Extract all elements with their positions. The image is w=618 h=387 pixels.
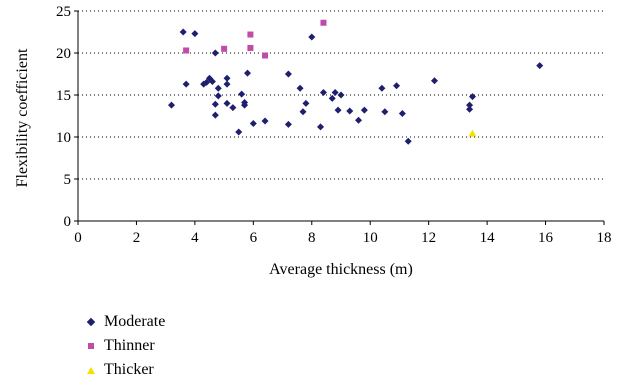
legend-item-moderate: Moderate [78,310,165,334]
data-point-thinner [183,47,190,54]
y-tick-label: 0 [64,214,72,230]
data-point-moderate [536,62,544,70]
data-point-moderate [168,101,176,109]
y-tick-label: 10 [56,130,71,146]
triangle-marker-icon [78,366,104,374]
data-point-moderate [214,92,222,100]
data-point-moderate [296,84,304,92]
data-point-moderate [261,117,269,125]
data-point-moderate [243,69,251,77]
data-point-moderate [299,108,307,116]
y-tick-label: 20 [56,46,71,62]
data-point-moderate [191,30,199,38]
data-point-moderate [355,116,363,124]
y-tick-label: 5 [64,172,72,188]
data-point-moderate [223,74,231,82]
data-point-moderate [211,111,219,119]
data-point-moderate [317,123,325,131]
data-point-moderate [334,106,342,114]
data-point-moderate [235,128,243,136]
data-point-moderate [211,100,219,108]
data-point-moderate [381,108,389,116]
data-point-moderate [431,77,439,85]
x-tick-label: 4 [191,230,199,246]
data-point-moderate [337,91,345,99]
data-point-moderate [331,88,339,96]
data-point-moderate [404,137,412,145]
x-tick-label: 8 [308,230,316,246]
data-point-moderate [284,70,292,78]
y-tick-label: 25 [56,4,71,20]
data-point-moderate [469,93,476,101]
data-point-moderate [302,99,310,107]
data-point-moderate [238,90,246,98]
scatter-chart: 0 5 10 15 20 25 0 2 4 6 8 10 12 14 16 18 Average thick… [14,4,612,278]
x-tick-label: 6 [250,230,258,246]
data-point-moderate [328,94,336,102]
x-tick-label: 18 [597,230,612,246]
data-point-thinner [247,31,254,38]
x-tick-label: 14 [480,230,496,246]
data-point-moderate [223,99,231,107]
x-tick-label: 12 [421,230,436,246]
y-tick-label: 15 [56,88,71,104]
x-tick-label: 16 [538,230,554,246]
data-point-moderate [346,107,354,115]
x-tick-label: 2 [133,230,141,246]
data-point-thinner [247,44,254,51]
data-point-thinner [221,45,228,52]
x-tick-labels: 0 2 4 6 8 10 12 14 16 18 [74,230,611,246]
data-point-moderate [398,109,406,117]
data-points [168,19,544,145]
data-point-thicker [468,129,477,137]
x-tick-label: 0 [74,230,82,246]
data-point-moderate [284,120,292,128]
legend-item-thinner: Thinner [78,334,165,358]
data-point-moderate [229,104,237,112]
square-marker-icon [78,343,104,349]
data-point-moderate [208,78,216,86]
data-point-moderate [466,101,474,109]
data-point-moderate [308,33,316,41]
axes [74,10,605,225]
data-point-moderate [223,80,231,88]
data-point-moderate [179,28,187,36]
legend: Moderate Thinner Thicker [78,310,165,382]
x-tick-label: 10 [363,230,378,246]
data-point-moderate [203,78,211,86]
data-point-moderate [211,49,219,57]
legend-label-thicker: Thicker [104,361,154,378]
data-point-moderate [360,106,368,114]
legend-item-thicker: Thicker [78,358,165,382]
legend-label-thinner: Thinner [104,337,155,354]
data-point-moderate [214,84,222,92]
data-point-moderate [182,80,190,88]
x-axis-title: Average thickness (m) [269,261,413,278]
diamond-marker-icon [78,317,104,327]
data-point-moderate [378,84,386,92]
data-point-moderate [241,101,249,109]
legend-label-moderate: Moderate [104,313,166,330]
data-point-thinner [262,52,269,59]
data-point-moderate [466,105,474,113]
data-point-moderate [319,88,327,96]
data-point-moderate [393,82,401,90]
y-tick-labels: 0 5 10 15 20 25 [56,4,71,230]
data-point-moderate [249,120,257,128]
data-point-thinner [320,19,327,26]
y-axis-title: Flexibility coefficient [14,48,31,187]
